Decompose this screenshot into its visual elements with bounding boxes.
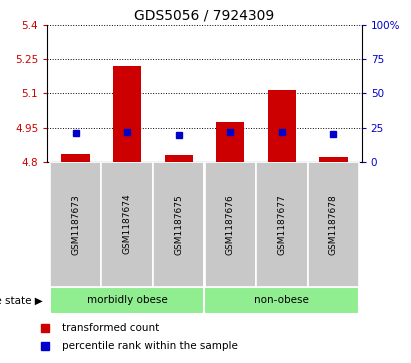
- Bar: [205, 287, 359, 314]
- Bar: [102, 162, 153, 287]
- Text: GSM1187677: GSM1187677: [277, 194, 286, 254]
- Bar: [256, 162, 307, 287]
- Bar: [216, 122, 245, 162]
- Text: percentile rank within the sample: percentile rank within the sample: [62, 341, 238, 351]
- Title: GDS5056 / 7924309: GDS5056 / 7924309: [134, 9, 275, 23]
- Text: morbidly obese: morbidly obese: [87, 295, 168, 305]
- Bar: [50, 162, 102, 287]
- Bar: [50, 287, 205, 314]
- Text: non-obese: non-obese: [254, 295, 309, 305]
- Text: GSM1187674: GSM1187674: [122, 194, 132, 254]
- Bar: [205, 162, 256, 287]
- Bar: [113, 66, 141, 162]
- Bar: [164, 155, 193, 162]
- Text: GSM1187675: GSM1187675: [174, 194, 183, 254]
- Text: GSM1187673: GSM1187673: [71, 194, 80, 254]
- Text: disease state ▶: disease state ▶: [0, 295, 43, 305]
- Bar: [268, 90, 296, 162]
- Text: GSM1187678: GSM1187678: [329, 194, 338, 254]
- Bar: [61, 154, 90, 162]
- Bar: [319, 157, 348, 162]
- Text: GSM1187676: GSM1187676: [226, 194, 235, 254]
- Bar: [153, 162, 205, 287]
- Text: transformed count: transformed count: [62, 323, 159, 333]
- Bar: [307, 162, 359, 287]
